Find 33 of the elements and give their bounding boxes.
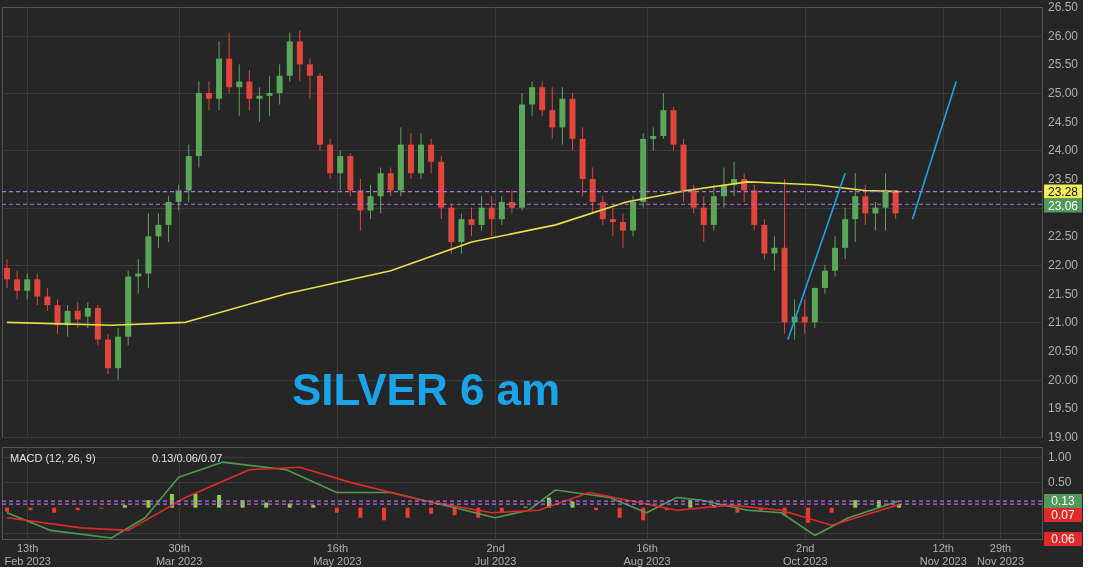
y-tick-label: 19.50 (1048, 401, 1079, 416)
x-tick-label: 30th Mar 2023 (155, 541, 203, 567)
y-tick-label: 21.50 (1048, 286, 1079, 301)
ref-line-label: 23.06 (1047, 198, 1079, 213)
y-tick-label: 22.50 (1048, 229, 1079, 244)
y-tick-label: 20.50 (1048, 344, 1079, 358)
y-tick-label: 19.00 (1048, 430, 1079, 444)
ref-line-label: 23.28 (1047, 184, 1079, 199)
ref-line-label: 0.13 (1051, 494, 1075, 509)
x-tick-label: 16th Aug 2023 (623, 541, 671, 567)
y-tick-label: 1.00 (1048, 450, 1072, 465)
y-tick-label: 26.50 (1048, 0, 1079, 14)
y-tick-label: 25.00 (1048, 86, 1079, 100)
y-tick-label: 21.00 (1048, 315, 1079, 330)
annotation: 0.13/0.06/0.07 (152, 452, 223, 464)
y-tick-label: 24.50 (1048, 114, 1079, 129)
text: 0.06 (1051, 532, 1075, 546)
y-tick-label: 0.50 (1048, 475, 1072, 490)
y-tick-label: 24.00 (1048, 143, 1079, 158)
y-tick-label: 25.50 (1048, 57, 1079, 72)
annotation: SILVER 6 am (292, 365, 561, 414)
x-tick-label: 2nd Oct 2023 (782, 541, 828, 567)
chart-title: MACD (12, 26, 9) (10, 452, 96, 464)
y-tick-label: 26.00 (1048, 28, 1079, 43)
y-tick-label: 23.50 (1048, 172, 1079, 186)
y-tick-label: 22.00 (1048, 258, 1079, 272)
x-tick-label: 16th May 2023 (313, 541, 362, 567)
x-tick-label: 12th Nov 2023 (919, 541, 967, 567)
x-tick-label: 29th Nov 2023 (976, 541, 1025, 567)
x-tick-label: 2nd Jul 2023 (474, 541, 517, 567)
y-tick-label: 20.00 (1048, 372, 1079, 387)
x-tick-label: 13th Feb 2023 (4, 541, 51, 567)
ref-line-label: 0.07 (1051, 508, 1075, 523)
